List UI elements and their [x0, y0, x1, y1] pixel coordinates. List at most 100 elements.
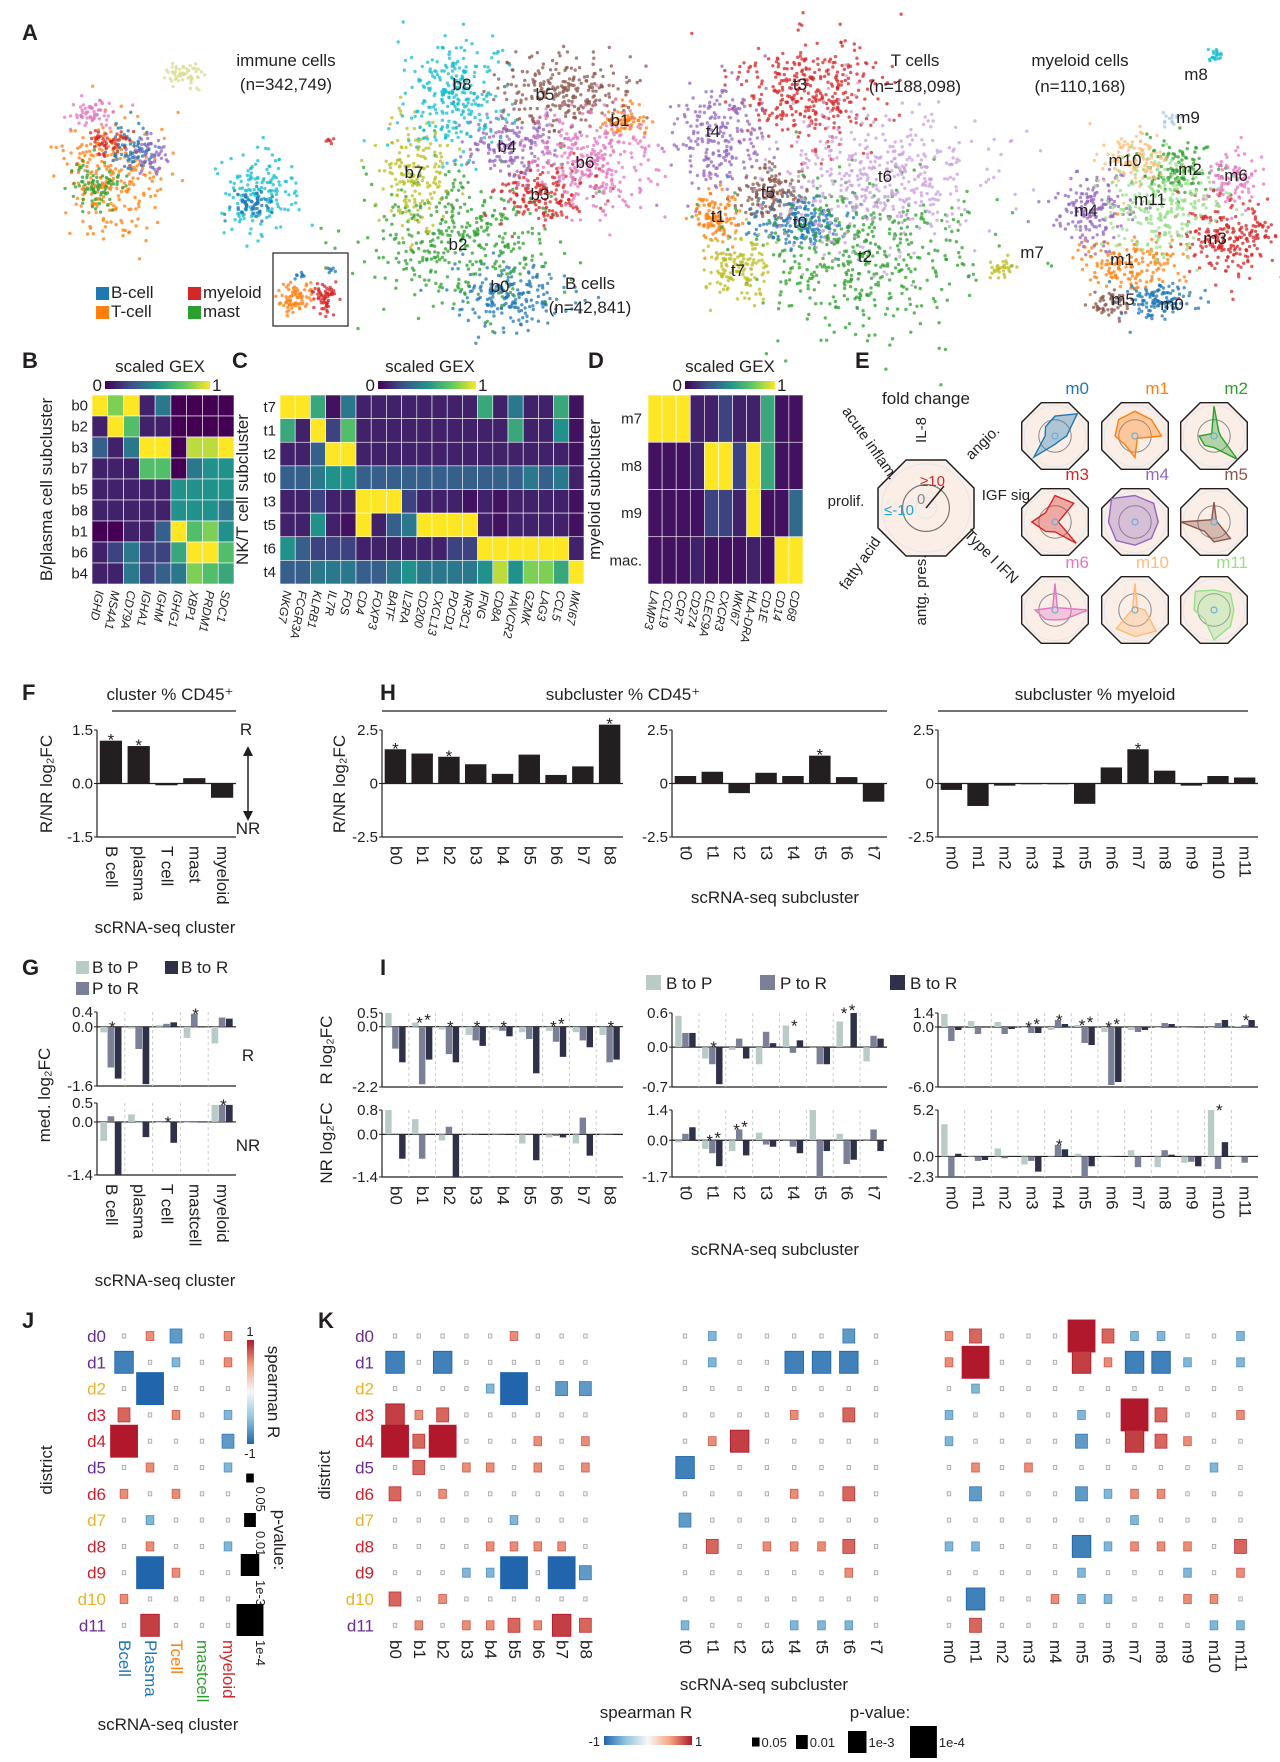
umap-point	[818, 206, 823, 210]
umap-point	[729, 145, 733, 149]
umap-point	[93, 197, 98, 202]
umap-point	[594, 166, 598, 170]
umap-point	[719, 202, 723, 207]
umap-point	[294, 273, 299, 277]
umap-point	[829, 82, 834, 86]
umap-point	[560, 213, 564, 217]
umap-point	[784, 282, 788, 286]
umap-point	[100, 141, 105, 145]
umap-point	[117, 138, 121, 142]
umap-point	[579, 81, 583, 86]
umap-point	[447, 50, 452, 54]
umap-point	[985, 167, 989, 171]
umap-point	[512, 191, 516, 195]
umap-point	[568, 153, 572, 157]
umap-point	[522, 83, 526, 87]
umap-point	[807, 179, 811, 184]
umap-point	[464, 104, 469, 108]
umap-point	[81, 219, 85, 223]
umap-point	[566, 146, 571, 150]
umap-point	[104, 175, 109, 180]
panel-label-D: D	[588, 348, 604, 373]
umap-point	[465, 263, 469, 267]
umap-point	[852, 137, 857, 141]
umap-point	[688, 81, 692, 85]
umap-point	[447, 91, 451, 95]
umap-point	[531, 77, 535, 82]
umap-point	[790, 113, 794, 117]
umap-point	[845, 186, 850, 190]
umap-point	[381, 187, 385, 191]
umap-point	[780, 93, 784, 98]
umap-point	[397, 106, 401, 111]
umap-point	[93, 129, 98, 133]
umap-point	[285, 313, 290, 318]
umap-point	[825, 269, 829, 273]
umap-point	[531, 307, 535, 312]
umap-point	[802, 175, 807, 179]
umap-point	[594, 191, 598, 195]
umap-point	[307, 296, 311, 300]
umap-point	[475, 220, 479, 225]
umap-point	[945, 219, 949, 224]
umap-point	[531, 116, 535, 121]
umap-point	[739, 237, 744, 242]
umap-point	[811, 180, 815, 185]
umap-point	[772, 155, 776, 160]
umap-point	[934, 192, 938, 196]
umap-point	[888, 144, 892, 149]
umap-point	[435, 111, 439, 115]
umap-point	[723, 139, 727, 143]
umap-point	[62, 156, 66, 161]
umap-point	[497, 130, 501, 134]
umap-point	[469, 207, 474, 212]
umap-point	[1010, 211, 1015, 215]
umap-point	[775, 123, 779, 127]
umap-point	[510, 161, 514, 165]
umap-point	[829, 167, 833, 171]
umap-point	[592, 102, 596, 106]
umap-point	[114, 121, 118, 126]
umap-point	[145, 132, 149, 136]
umap-point	[904, 213, 908, 217]
umap-point	[131, 176, 135, 180]
umap-point	[898, 167, 902, 171]
umap-point	[567, 99, 571, 103]
umap-point	[250, 219, 255, 223]
umap-point	[929, 239, 933, 243]
umap-point	[624, 75, 629, 80]
umap-point	[903, 169, 908, 174]
umap-point	[289, 280, 293, 284]
umap-point	[954, 160, 958, 165]
umap-point	[362, 139, 366, 143]
umap-point	[174, 75, 179, 80]
umap-point	[427, 146, 431, 150]
umap-point	[925, 191, 929, 196]
umap-point	[839, 137, 843, 141]
umap-point	[249, 227, 253, 231]
umap-point	[735, 111, 740, 116]
umap-point	[869, 123, 873, 128]
umap-point	[265, 167, 269, 172]
umap-point	[706, 163, 711, 167]
umap-inset	[274, 266, 342, 319]
umap-point	[49, 145, 53, 149]
umap-point	[855, 197, 859, 201]
umap-point	[484, 277, 488, 281]
umap-point	[832, 330, 836, 334]
umap-point	[549, 276, 553, 280]
umap-point	[497, 287, 501, 292]
umap-point	[302, 288, 307, 292]
umap-point	[518, 205, 523, 209]
umap-point	[517, 107, 522, 112]
umap-point	[265, 215, 269, 220]
umap-point	[925, 221, 929, 225]
umap-point	[181, 64, 185, 69]
umap-point	[416, 316, 421, 321]
umap-point	[837, 171, 842, 176]
umap-point	[102, 160, 107, 165]
umap-point	[847, 254, 851, 259]
umap-point	[443, 63, 448, 68]
umap-point	[638, 139, 643, 143]
umap-point	[91, 180, 95, 184]
